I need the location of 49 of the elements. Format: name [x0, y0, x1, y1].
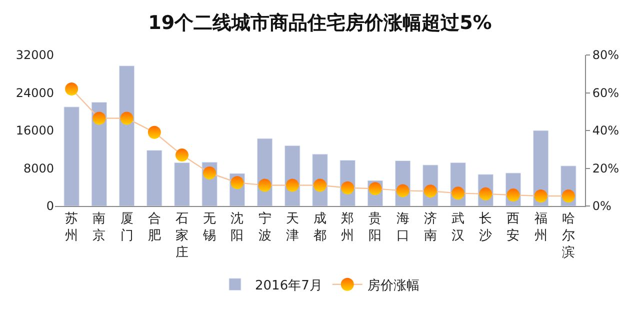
bar [174, 162, 190, 206]
y2-tick-label: 20% [592, 161, 620, 176]
x-tick-label: 海口 [396, 212, 410, 244]
x-tick-label: 长沙 [479, 212, 492, 244]
y2-tick-label: 60% [592, 86, 620, 100]
x-tick-label: 武汉 [452, 212, 465, 244]
y-tick-label: 0 [46, 199, 54, 214]
legend-label: 房价涨幅 [367, 277, 420, 294]
x-tick-label: 哈尔滨 [562, 212, 575, 260]
y-tick-label: 32000 [16, 48, 54, 62]
y-tick-label: 24000 [16, 86, 54, 100]
point [92, 112, 106, 125]
point [562, 190, 575, 202]
x-tick-label: 厦门 [120, 212, 134, 244]
x-tick-label: 郑州 [341, 212, 354, 244]
y2-tick-label: 0% [592, 199, 612, 214]
y-tick-label: 8000 [23, 161, 54, 176]
point [65, 82, 78, 96]
x-tick-label: 沈阳 [230, 212, 244, 244]
bar [118, 66, 135, 206]
y-tick-label: 16000 [16, 124, 54, 138]
x-tick-label: 石家庄 [175, 212, 188, 260]
point [534, 190, 548, 202]
x-tick-label: 无锡 [202, 212, 216, 244]
x-tick-label: 天津 [286, 212, 299, 244]
point [286, 178, 299, 192]
x-tick-label: 贵阳 [368, 212, 382, 244]
y2-tick-label: 80% [592, 48, 620, 62]
y2-tick-label: 40% [592, 124, 620, 138]
x-tick-label: 宁波 [258, 210, 272, 244]
bar [146, 150, 162, 206]
chart-title: 19个二线城市商品住宅房价涨幅超过5% [148, 12, 492, 34]
x-tick-label: 合肥 [148, 212, 161, 244]
point [396, 184, 410, 198]
point [148, 126, 161, 139]
x-tick-label: 苏州 [65, 212, 78, 244]
point [452, 186, 465, 200]
legend-label: 2016年7月 [255, 278, 322, 294]
x-tick-label: 福州 [534, 212, 548, 244]
point [258, 178, 272, 192]
point [203, 166, 216, 180]
x-tick-label: 西安 [506, 212, 520, 244]
x-tick-label: 济南 [424, 212, 437, 244]
bar [91, 102, 108, 206]
bar [64, 106, 80, 206]
point [175, 148, 188, 162]
x-tick-label: 南京 [92, 212, 106, 244]
point [120, 112, 134, 125]
x-tick-label: 成都 [314, 212, 326, 244]
